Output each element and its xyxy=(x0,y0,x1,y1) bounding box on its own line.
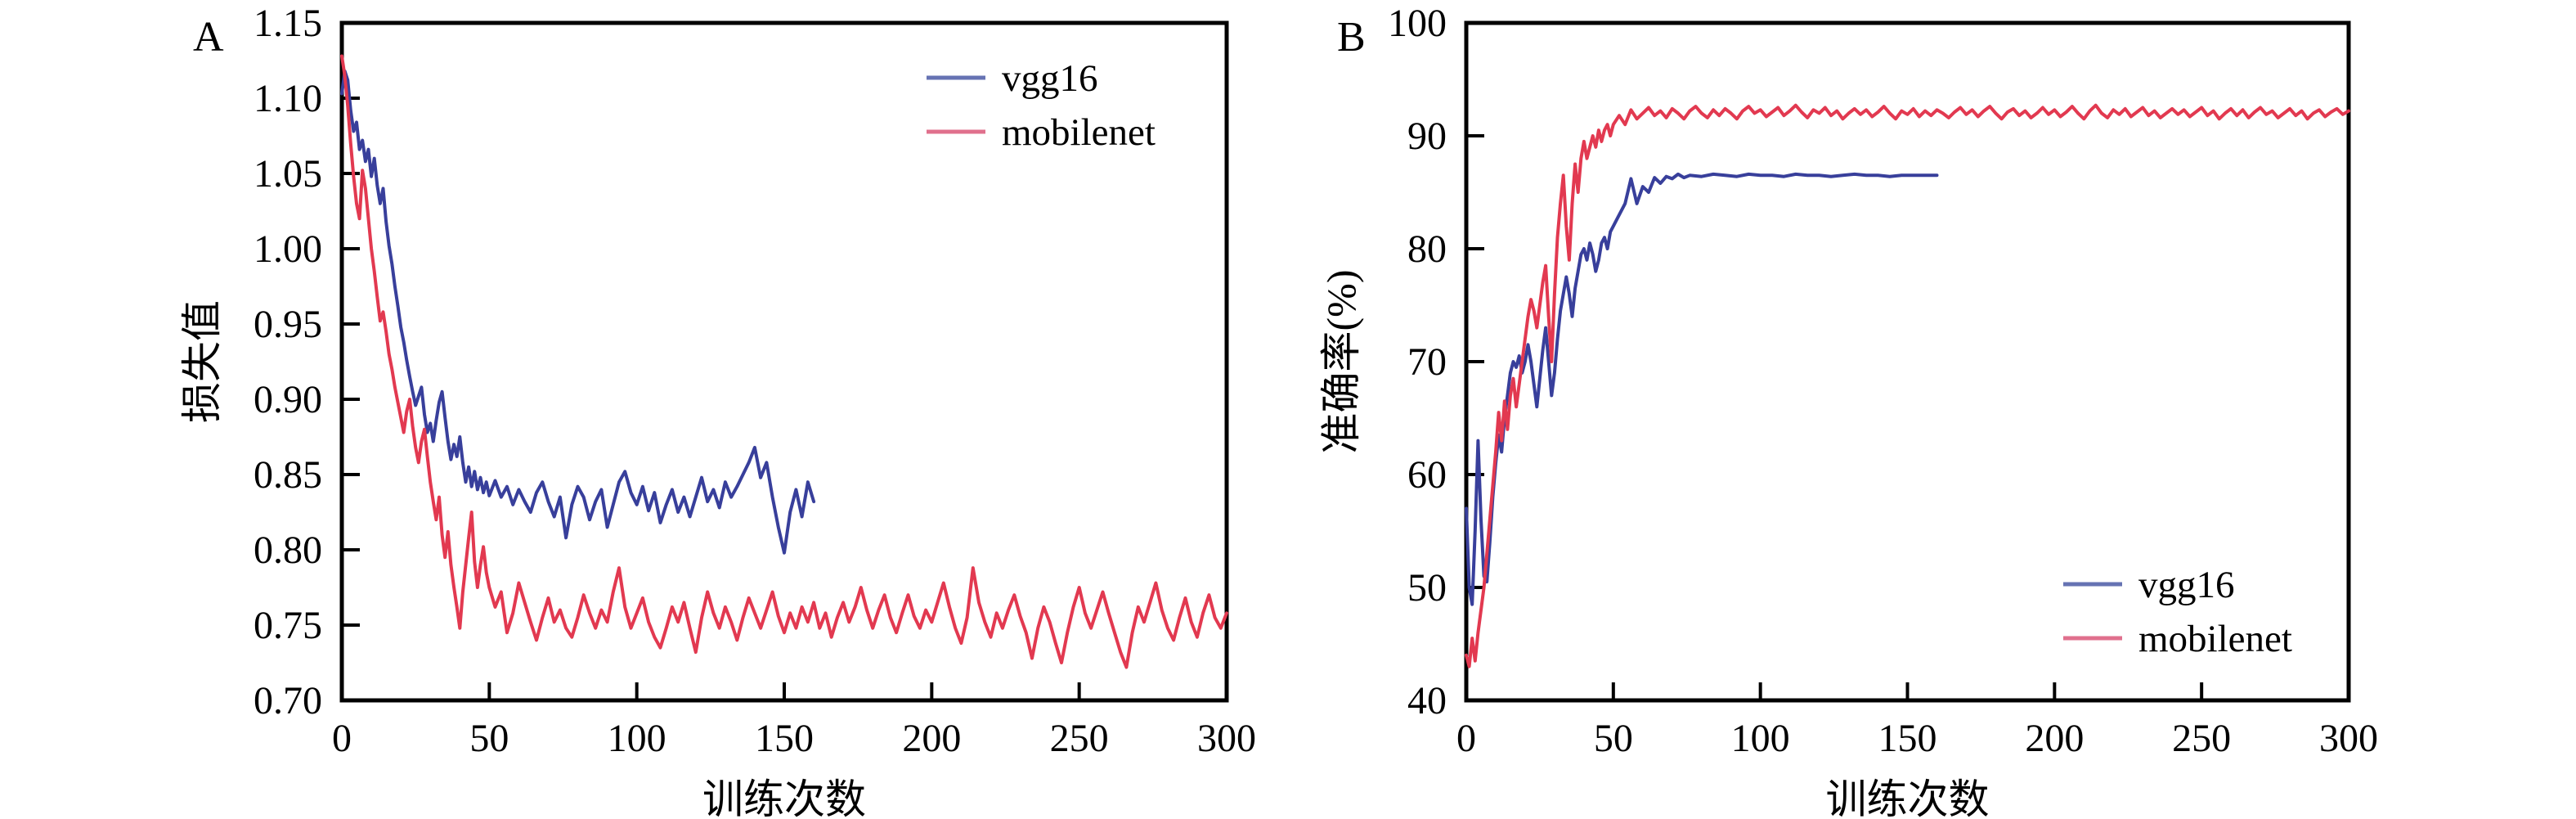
legend-label-mobilenet: mobilenet xyxy=(2138,618,2292,660)
x-tick-label: 150 xyxy=(755,717,814,760)
y-tick-label: 50 xyxy=(1407,566,1447,610)
legend-label-mobilenet: mobilenet xyxy=(1002,111,1156,154)
y-tick-label: 60 xyxy=(1407,453,1447,497)
y-tick-label: 80 xyxy=(1407,227,1447,271)
x-tick-label: 0 xyxy=(332,717,352,760)
y-tick-label: 1.15 xyxy=(254,2,322,45)
x-tick-label: 250 xyxy=(2172,717,2231,760)
panel-label: B xyxy=(1337,14,1366,61)
series-line-vgg16 xyxy=(1465,172,1939,606)
legend: vgg16 mobilenet xyxy=(927,57,1156,154)
x-tick-label: 50 xyxy=(1594,717,1633,760)
series-line-vgg16 xyxy=(340,69,816,555)
y-tick-label: 1.10 xyxy=(254,77,322,120)
plot-border xyxy=(339,20,1229,703)
x-tick-label: 200 xyxy=(2025,717,2084,760)
x-axis-title: 训练次数 xyxy=(1826,776,1990,819)
legend: vgg16 mobilenet xyxy=(2063,564,2292,660)
x-tick-label: 300 xyxy=(1197,717,1256,760)
panel-label: A xyxy=(193,14,224,61)
x-tick-label: 300 xyxy=(2319,717,2378,760)
y-tick-label: 100 xyxy=(1388,2,1447,45)
y-tick-label: 90 xyxy=(1407,115,1447,158)
y-tick-label: 40 xyxy=(1407,679,1447,722)
loss-chart-panel-a: 0 50 100 150 200 250 300 1.15 1.10 1.05 1.00 0.95 0.… xyxy=(179,2,1256,819)
y-tick-label: 1.05 xyxy=(254,152,322,196)
legend-label-vgg16: vgg16 xyxy=(1002,57,1098,100)
accuracy-chart-panel-b: 0 50 100 150 200 250 300 100 90 80 70 60 50 40 训练次数 准确率… xyxy=(1318,2,2378,819)
y-tick-label: 1.00 xyxy=(254,227,322,271)
y-tick-label: 0.95 xyxy=(254,303,322,346)
y-tick-label: 0.80 xyxy=(254,529,322,572)
x-tick-label: 100 xyxy=(1731,717,1790,760)
y-tick-label: 0.70 xyxy=(254,679,322,722)
x-tick-label: 50 xyxy=(469,717,509,760)
series-line-mobilenet xyxy=(1465,103,2350,668)
x-tick-label: 250 xyxy=(1050,717,1109,760)
x-tick-label: 0 xyxy=(1456,717,1476,760)
y-tick-label: 70 xyxy=(1407,340,1447,384)
y-tick-label: 0.90 xyxy=(254,378,322,421)
x-axis-title: 训练次数 xyxy=(702,776,866,819)
series-line-mobilenet xyxy=(340,54,1228,669)
plot-border xyxy=(1464,20,2351,703)
y-axis-title: 准确率(%) xyxy=(1318,270,1364,454)
y-axis-title: 损失值 xyxy=(179,300,225,423)
y-tick-label: 0.85 xyxy=(254,453,322,497)
x-tick-label: 150 xyxy=(1878,717,1937,760)
x-tick-label: 200 xyxy=(902,717,961,760)
x-tick-label: 100 xyxy=(608,717,666,760)
y-tick-label: 0.75 xyxy=(254,604,322,647)
legend-label-vgg16: vgg16 xyxy=(2138,564,2235,606)
